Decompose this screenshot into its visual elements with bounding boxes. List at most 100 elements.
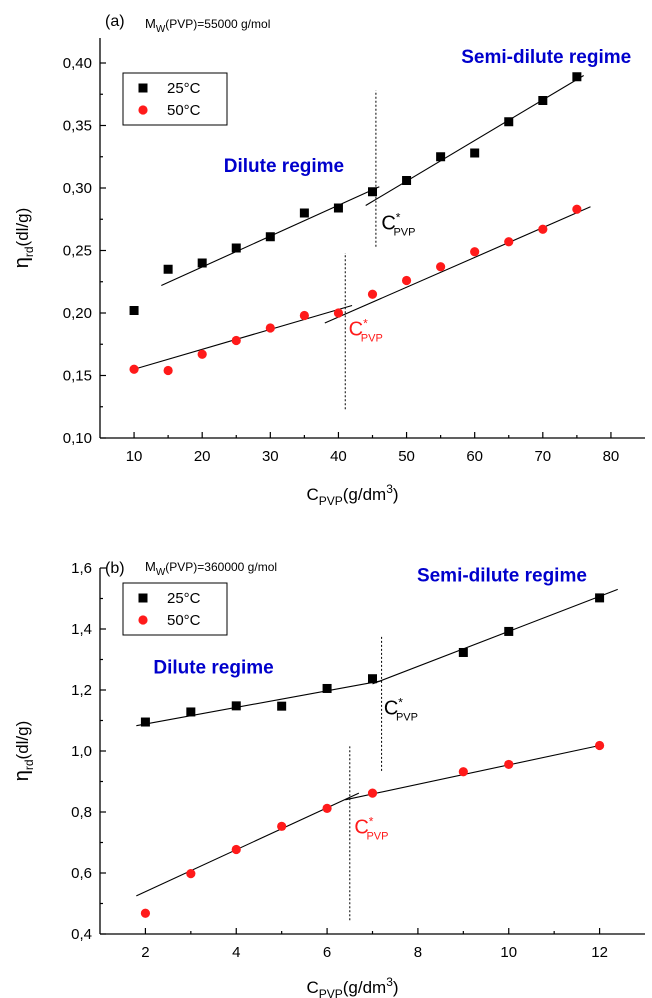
series-50c (140, 740, 605, 918)
data-point-circle (265, 323, 275, 333)
data-point-square (299, 208, 309, 218)
y-tick-label: 0,30 (63, 180, 92, 197)
data-point-square (368, 674, 377, 684)
data-point-circle (367, 289, 378, 299)
data-point-square (504, 626, 514, 636)
panel-label: (b) (105, 560, 125, 577)
legend-marker-square (138, 593, 148, 603)
legend-marker-circle (138, 615, 148, 625)
data-point-circle (367, 788, 378, 798)
panel-label: (a) (105, 13, 125, 30)
data-point-circle (333, 308, 344, 318)
data-point-square (186, 707, 196, 717)
fit-line (133, 304, 353, 370)
data-point-circle (436, 262, 446, 272)
y-tick-label: 1,4 (71, 621, 92, 638)
x-tick-label: 30 (262, 448, 279, 465)
x-tick-label: 10 (126, 448, 143, 465)
data-point-circle (129, 364, 139, 374)
legend-box (122, 582, 228, 636)
y-tick-label: 0,40 (63, 55, 92, 72)
y-tick-label: 0,15 (63, 368, 92, 385)
legend-marker-square (138, 83, 148, 93)
critical-concentration-label: C* PVP (349, 317, 383, 345)
data-point-circle (572, 204, 582, 214)
y-tick-label: 0,8 (71, 804, 92, 821)
data-point-square (368, 187, 377, 197)
data-point-square (595, 593, 605, 603)
data-point-square (265, 232, 275, 242)
fit-line (136, 792, 360, 897)
x-tick-label: 50 (398, 448, 415, 465)
data-point-circle (140, 908, 151, 918)
data-point-circle (163, 365, 173, 376)
series-25c (129, 72, 582, 315)
x-axis-title: CPVP(g/dm3) (306, 975, 398, 998)
y-tick-label: 0,4 (71, 926, 92, 943)
data-point-circle (504, 237, 514, 247)
y-axis-title: ηrd(dl/g) (11, 208, 36, 269)
regime-label: Dilute regime (153, 658, 273, 679)
critical-concentration-label: C* PVP (354, 814, 388, 842)
legend-label: 50°C (167, 612, 201, 629)
y-tick-label: 1,0 (71, 743, 92, 760)
legend-label: 50°C (167, 102, 201, 119)
y-tick-label: 1,2 (71, 682, 92, 699)
data-point-circle (538, 224, 548, 234)
data-point-circle (322, 803, 332, 813)
legend: 25°C 50°C (122, 582, 228, 636)
data-point-square (504, 117, 514, 127)
data-point-circle (277, 821, 287, 831)
data-point-circle (470, 247, 480, 257)
data-point-circle (231, 335, 241, 346)
y-axis-title: ηrd(dl/g) (11, 721, 36, 782)
fit-line (136, 680, 382, 727)
series-50c (129, 204, 582, 376)
data-point-circle (231, 844, 241, 855)
x-tick-label: 12 (591, 944, 608, 961)
data-point-square (538, 96, 548, 105)
chart-b: 2 4 6 8 10 12 0,4 0,6 0,8 1,0 1,2 1,4 1,6 CPVP(g/dm3)… (11, 559, 645, 998)
x-tick-label: 20 (194, 448, 211, 465)
y-tick-label: 1,6 (71, 560, 92, 577)
data-point-square (458, 647, 468, 657)
x-tick-label: 4 (232, 944, 240, 961)
x-tick-label: 2 (141, 944, 149, 961)
x-tick-label: 70 (534, 448, 551, 465)
critical-concentration-label: C* PVP (381, 210, 415, 238)
data-point-square (436, 152, 446, 162)
data-point-square (277, 701, 287, 711)
regime-label: Dilute regime (224, 156, 344, 177)
legend-box (122, 72, 228, 126)
data-point-circle (458, 767, 468, 777)
data-point-circle (299, 310, 309, 321)
y-tick-label: 0,6 (71, 865, 92, 882)
data-point-square (163, 264, 173, 274)
data-point-square (470, 148, 480, 158)
data-point-square (322, 683, 332, 693)
data-point-square (231, 243, 241, 253)
legend-label: 25°C (167, 80, 201, 97)
data-point-circle (401, 275, 412, 286)
data-point-square (231, 701, 241, 711)
data-point-square (402, 176, 412, 185)
molecular-weight-note: MW(PVP)=55000 g/mol (145, 16, 270, 35)
x-tick-label: 40 (330, 448, 347, 465)
data-point-square (333, 203, 343, 213)
x-axis-title: CPVP(g/dm3) (306, 482, 398, 508)
y-tick-label: 0,10 (63, 430, 92, 447)
fit-line (324, 206, 591, 324)
molecular-weight-note: MW(PVP)=360000 g/mol (145, 559, 277, 578)
fit-line (345, 744, 600, 801)
data-point-square (197, 258, 207, 268)
regime-label: Semi-dilute regime (461, 47, 631, 68)
x-tick-label: 10 (500, 944, 517, 961)
y-tick-label: 0,35 (63, 118, 92, 135)
chart-a: 10 20 30 40 50 60 70 80 0,10 0,15 0,20 0,25 0,30 0,35… (11, 13, 645, 508)
x-tick-label: 60 (466, 448, 483, 465)
legend: 25°C 50°C (122, 72, 228, 126)
data-point-square (572, 72, 582, 82)
x-tick-label: 6 (323, 944, 331, 961)
fit-line (372, 588, 618, 685)
x-tick-label: 8 (414, 944, 422, 961)
